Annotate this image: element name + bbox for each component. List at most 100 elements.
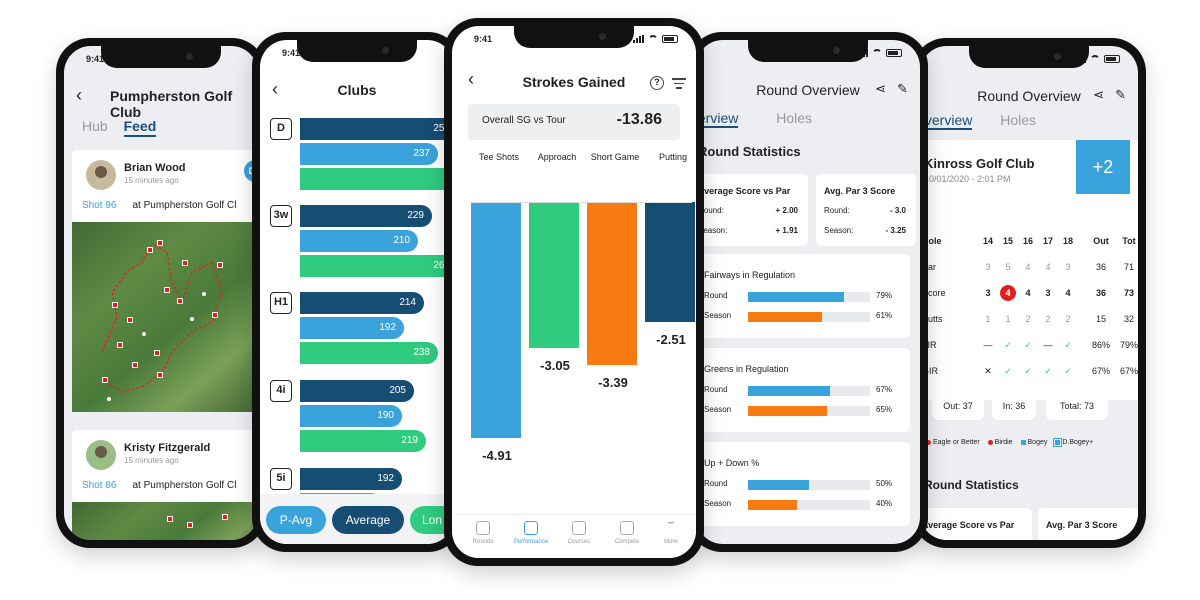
score-cell: 3 [1065,262,1071,272]
club-bar-pavg: 205 [300,380,414,402]
nav-label: Courses [567,539,591,545]
row-label: Season: [824,226,854,235]
metric-title: Fairways in Regulation [704,270,796,280]
sg-value-label: -4.91 [482,447,512,463]
nav-label: Compete [614,539,640,545]
score-cell: 2 [1045,314,1051,324]
metric-card: Greens in Regulation Round 67% Season 65% [696,348,910,432]
map-pin [157,372,163,378]
feed-post[interactable]: Kristy Fitzgerald 15 minutes ago Shot 86… [72,430,258,502]
club-row[interactable]: 3w 229 210 263 [270,205,454,285]
overall-sg-value: -13.86 [616,111,662,128]
sg-bar[interactable] [529,202,579,349]
sg-bar[interactable] [645,202,695,323]
club-label: H1 [270,292,292,314]
row-label: FIR [922,340,937,350]
help-icon[interactable]: ? [650,76,664,90]
phone-scorecard: Round Overview ⋖ ✎ Overview Holes Kinros… [912,38,1146,548]
courses-icon [572,521,586,535]
row-label: Round: [824,206,850,215]
map-pin [147,247,153,253]
page-title: Clubs [337,82,377,98]
card-title: Average Score vs Par [698,186,791,196]
strokes-gained-screen: 9:41 ‹ Strokes Gained ? Overall SG vs To… [452,26,696,558]
sg-bar[interactable] [471,202,521,438]
metric-row-label: Season [704,499,732,508]
nav-more[interactable]: ••• More [648,521,694,545]
club-row[interactable]: D 257 237 [270,118,454,198]
back-chevron-icon[interactable]: ‹ [468,69,474,89]
clubs-screen: 9:41 ‹ Clubs D 257 237 3w 229 210 263 H1… [260,40,454,544]
legend-item: Bogey [1020,439,1048,446]
tab-overview[interactable]: Overview [920,112,973,130]
club-bar-average: 190 [300,405,402,427]
overall-sg-label: Overall SG vs Tour [482,115,566,126]
course-map[interactable] [72,502,258,540]
round-date: 10/01/2020 - 2:01 PM [924,174,1011,184]
status-bar: 9:41 [260,48,454,62]
post-shot[interactable]: Shot 86 [82,480,117,491]
score-cell: 16 [1022,236,1033,246]
total-chip: Total: 73 [1046,392,1108,420]
tab-holes[interactable]: Holes [1000,112,1037,128]
edit-icon[interactable]: ✎ [897,81,908,96]
average-button[interactable]: Average [332,506,404,534]
tab-overview[interactable]: Overview [696,110,739,128]
par3-card: Avg. Par 3 Score Round: - 3.0 Season: - … [816,174,916,246]
back-chevron-icon[interactable]: ‹ [76,85,82,105]
filter-icon[interactable] [672,78,686,92]
tab-hub[interactable]: Hub [82,118,108,134]
metric-card: Up + Down % Round 50% Season 40% [696,442,910,526]
score-cell: 86% [1091,340,1110,350]
club-bar-average: 192 [300,317,404,339]
progress-bar [748,500,870,510]
back-chevron-icon[interactable]: ‹ [272,79,278,99]
post-shot[interactable]: Shot 96 [82,200,117,211]
nav-label: More [664,539,678,545]
club-row[interactable]: 4i 205 190 219 [270,380,454,460]
nav-rounds[interactable]: Rounds [460,521,506,545]
nav-performance[interactable]: Performance [508,521,554,545]
status-bar: 9:41 [452,34,696,48]
nav-courses[interactable]: Courses [556,521,602,545]
course-map[interactable] [72,222,258,412]
share-icon[interactable]: ⋖ [875,81,886,96]
sg-bar[interactable] [587,202,637,365]
score-cell: 67% [1091,366,1110,376]
row-label: Score [922,288,946,298]
club-bar-long: 263 [300,255,454,277]
map-pin [132,362,138,368]
legend-item: Birdie [987,439,1013,446]
map-pin [187,522,193,528]
map-dot [107,397,111,401]
round-tabs: Overview Holes [696,110,813,128]
legend-label: Bogey [1027,439,1048,446]
tab-feed[interactable]: Feed [123,118,157,137]
more-icon: ••• [667,521,675,527]
shot-trace [101,243,223,393]
nav-compete[interactable]: Compete [604,521,650,545]
overall-sg-box: Overall SG vs Tour -13.86 [468,104,680,140]
progress-fill [748,292,845,302]
progress-bar [748,406,870,416]
post-user-name[interactable]: Brian Wood [124,162,186,174]
score-cell: 17 [1042,236,1053,246]
metric-row-label: Season [704,405,732,414]
table-row: Score 3 4 4 3 4 36 73 [920,280,1138,306]
post-user-name[interactable]: Kristy Fitzgerald [124,442,211,454]
score-cell: — [1043,340,1053,350]
score-cell: ✓ [1064,366,1072,376]
tab-holes[interactable]: Holes [776,110,813,126]
table-row: Par 3 5 4 4 3 36 71 [920,254,1138,280]
row-label: Par [922,262,937,272]
pavg-button[interactable]: P-Avg [266,506,326,534]
club-row[interactable]: H1 214 192 238 [270,292,454,372]
sg-value-label: -3.05 [540,358,570,374]
map-dot [142,332,146,336]
score-cell: 71 [1123,262,1134,272]
share-icon[interactable]: ⋖ [1093,87,1104,102]
edit-icon[interactable]: ✎ [1115,87,1126,102]
row-value: + 1.91 [775,226,798,235]
progress-fill [748,406,828,416]
